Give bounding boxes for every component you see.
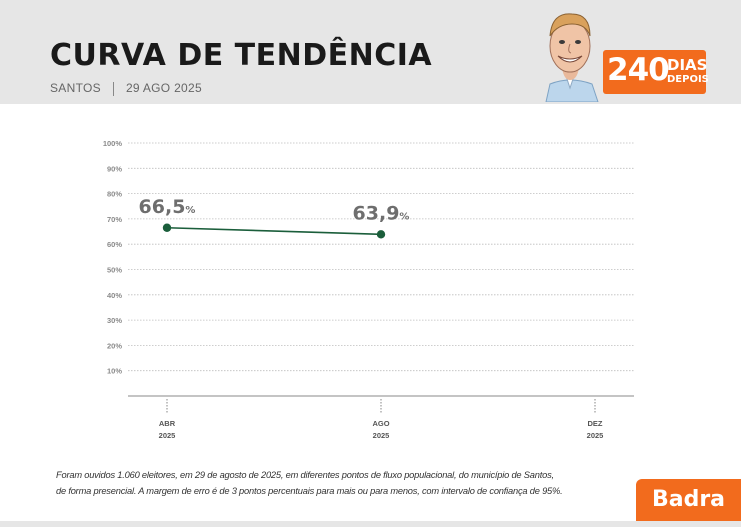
divider: [112, 81, 114, 96]
trend-chart: 100% 90% 80% 70% 60% 50% 40% 30% 20% 10% ABR 2025 AG…: [103, 139, 634, 440]
days-after: DEPOIS: [667, 74, 709, 85]
x-tick-label: 2025: [159, 431, 176, 440]
y-tick-label: 90%: [107, 164, 122, 173]
y-tick-label: 10%: [107, 367, 122, 376]
city-label: SANTOS: [50, 81, 101, 95]
y-tick-label: 40%: [107, 291, 122, 300]
date-label: 29 AGO 2025: [125, 81, 202, 95]
y-tick-label: 50%: [107, 266, 122, 275]
series-line: [166, 226, 382, 236]
y-tick-label: 100%: [103, 139, 123, 148]
data-label: 66,5%: [139, 196, 196, 218]
header: CURVA DE TENDÊNCIA SANTOS 29 AGO 2025 240…: [0, 0, 741, 104]
days-word: DIAS: [667, 56, 708, 74]
footnote-line-2: de forma presencial. A margem de erro é …: [56, 486, 563, 496]
days-number: 240: [607, 52, 670, 88]
data-label: 63,9%: [353, 202, 410, 224]
subtitle: SANTOS 29 AGO 2025: [50, 81, 202, 96]
brand-logo: Badra: [636, 479, 741, 521]
y-tick-label: 70%: [107, 215, 122, 224]
caricature-avatar: [545, 13, 599, 102]
x-tick-label: DEZ: [588, 419, 603, 428]
data-point: [162, 223, 172, 232]
page-title: CURVA DE TENDÊNCIA: [50, 38, 433, 73]
x-tick-label: 2025: [587, 431, 604, 440]
x-tick-label: ABR: [159, 419, 176, 428]
footnote: Foram ouvidos 1.060 eleitores, em 29 de …: [56, 467, 616, 499]
footnote-line-1: Foram ouvidos 1.060 eleitores, em 29 de …: [56, 470, 554, 480]
bottom-rule: [0, 521, 741, 527]
y-tick-label: 60%: [107, 240, 122, 249]
x-tick-label: 2025: [373, 431, 390, 440]
data-point: [376, 230, 386, 239]
y-tick-label: 20%: [107, 341, 122, 350]
x-tick-label: AGO: [372, 419, 389, 428]
days-badge: 240 DIAS DEPOIS: [603, 50, 709, 94]
y-tick-label: 30%: [107, 316, 122, 325]
y-tick-label: 80%: [107, 190, 122, 199]
